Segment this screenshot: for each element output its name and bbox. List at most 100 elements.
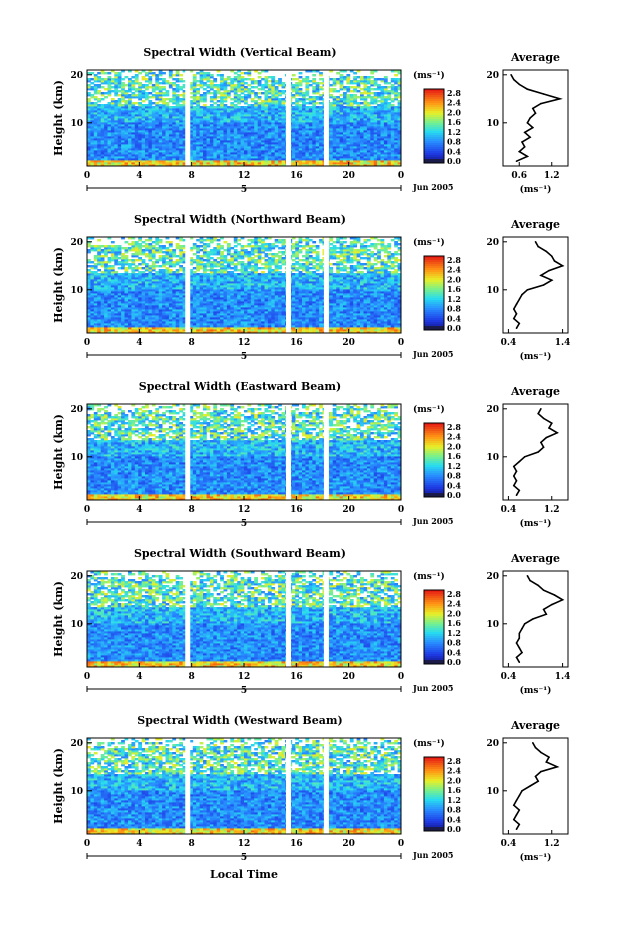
heatmap-cell	[134, 150, 139, 153]
heatmap-cell	[353, 162, 357, 165]
heatmap-cell	[110, 160, 115, 163]
heatmap-cell	[308, 106, 313, 109]
heatmap-cell	[397, 142, 402, 145]
heatmap-cell	[291, 158, 296, 161]
heatmap-cell	[223, 158, 228, 161]
heatmap-cell	[206, 72, 211, 75]
heatmap-cell	[168, 144, 173, 147]
heatmap-cell	[203, 150, 207, 153]
heatmap-cell	[100, 158, 105, 161]
heatmap-cell	[271, 146, 276, 149]
heatmap-cell	[261, 100, 265, 103]
heatmap-cell	[254, 152, 258, 155]
heatmap-cell	[363, 148, 368, 151]
heatmap-cell	[346, 152, 351, 155]
heatmap-cell	[233, 154, 238, 157]
heatmap-cell	[209, 80, 214, 83]
heatmap-cell	[107, 102, 112, 105]
heatmap-cell	[196, 152, 200, 155]
heatmap-cell	[329, 150, 334, 153]
heatmap-cell	[114, 150, 119, 153]
heatmap-cell	[192, 150, 197, 153]
heatmap-cell	[230, 148, 235, 151]
heatmap-cell	[114, 160, 119, 163]
heatmap-cell	[343, 76, 347, 79]
heatmap-cell	[87, 92, 91, 95]
heatmap-cell	[244, 142, 248, 145]
heatmap-cell	[145, 154, 149, 157]
heatmap-cell	[343, 144, 347, 147]
heatmap-cell	[107, 164, 112, 167]
heatmap-cell	[267, 96, 272, 99]
heatmap-cell	[172, 164, 177, 167]
heatmap-cell	[237, 146, 241, 149]
heatmap-cell	[90, 78, 95, 81]
heatmap-cell	[203, 92, 207, 95]
heatmap-cell	[291, 144, 296, 147]
heatmap-cell	[319, 162, 323, 165]
heatmap-cell	[172, 78, 177, 81]
heatmap-cell	[387, 144, 392, 147]
colorbar-swatch	[424, 159, 444, 163]
heatmap-cell	[302, 142, 306, 145]
heatmap-cell	[162, 156, 166, 159]
heatmap-cell	[131, 76, 136, 79]
average-point	[529, 117, 531, 119]
heatmap-cell	[148, 164, 153, 167]
heatmap-cell	[179, 164, 183, 167]
heatmap-cell	[162, 164, 166, 167]
heatmap-cell	[356, 148, 361, 151]
heatmap-cell	[93, 160, 98, 163]
heatmap-cell	[356, 158, 361, 161]
heatmap-cell	[114, 162, 119, 165]
heatmap-cell	[240, 156, 245, 159]
heatmap-cell	[162, 146, 166, 149]
average-title: Average	[510, 51, 560, 64]
heatmap-cell	[93, 154, 98, 157]
colorbar-tick-label: 2.4	[447, 98, 461, 108]
heatmap-cell	[179, 146, 183, 149]
heatmap-cell	[226, 158, 231, 161]
heatmap-cell	[233, 162, 238, 165]
heatmap-cell	[100, 164, 105, 167]
heatmap-cell	[196, 148, 200, 151]
heatmap-cell	[363, 142, 368, 145]
heatmap-cell	[264, 150, 269, 153]
heatmap-cell	[124, 158, 129, 161]
heatmap-cell	[257, 142, 262, 145]
heatmap-cell	[151, 158, 156, 161]
heatmap-cell	[87, 160, 91, 163]
heatmap-cell	[117, 156, 122, 159]
heatmap-cell	[291, 146, 296, 149]
heatmap-cell	[250, 148, 255, 151]
heatmap-cell	[360, 76, 364, 79]
heatmap-cell	[206, 106, 211, 109]
heatmap-cell	[168, 146, 173, 149]
heatmap-cell	[254, 92, 258, 95]
heatmap-cell	[203, 164, 207, 167]
heatmap-cell	[281, 148, 286, 151]
heatmap-cell	[356, 102, 361, 105]
average-frame	[502, 69, 569, 167]
heatmap-cell	[257, 92, 262, 95]
heatmap-cell	[199, 150, 204, 153]
heatmap-cell	[336, 160, 340, 163]
heatmap-cell	[244, 146, 248, 149]
heatmap-cell	[216, 142, 221, 145]
heatmap-cell	[315, 162, 320, 165]
heatmap-cell	[213, 106, 218, 109]
heatmap-cell	[220, 144, 224, 147]
heatmap-cell	[175, 144, 180, 147]
heatmap-cell	[394, 146, 398, 149]
heatmap-cell	[90, 86, 95, 89]
heatmap-cell	[343, 86, 347, 89]
heatmap-cell	[247, 162, 252, 165]
heatmap-cell	[107, 146, 112, 149]
heatmap-cell	[377, 160, 381, 163]
heatmap-cell	[182, 160, 187, 163]
heatmap-cell	[336, 162, 340, 165]
heatmap-cell	[397, 160, 402, 163]
heatmap-cell	[267, 142, 272, 145]
heatmap-cell	[148, 144, 153, 147]
heatmap-cell	[179, 154, 183, 157]
